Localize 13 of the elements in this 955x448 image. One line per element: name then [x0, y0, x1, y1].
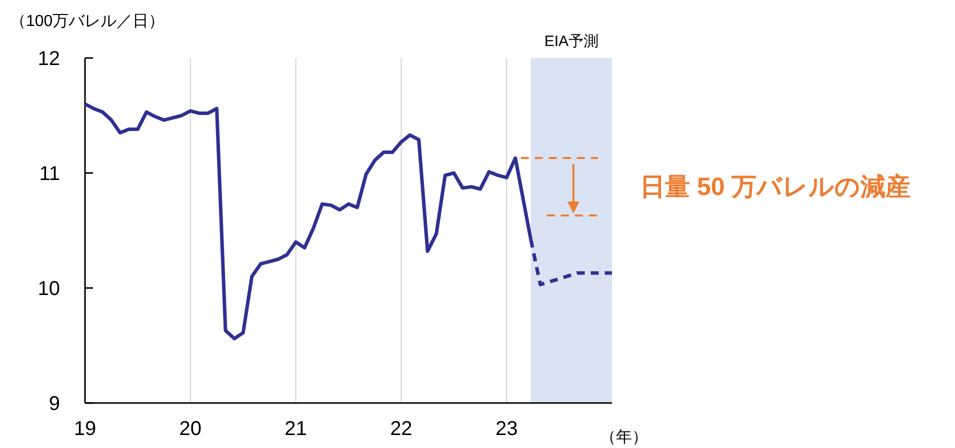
- x-tick-label: 21: [284, 418, 307, 440]
- y-axis-title: （100万バレル／日）: [10, 13, 165, 30]
- x-tick-label: 19: [74, 418, 96, 440]
- x-axis-title: （年）: [600, 429, 648, 446]
- x-tick-label: 22: [390, 418, 412, 440]
- x-tick-label: 20: [179, 418, 202, 440]
- y-tick-label: 12: [38, 48, 60, 70]
- y-tick-label: 9: [48, 393, 60, 415]
- y-tick-label: 10: [38, 278, 60, 300]
- band-label: EIA予測: [544, 33, 599, 50]
- y-tick-label: 11: [39, 163, 60, 185]
- text: 日量 50 万バレルの減産: [640, 172, 911, 201]
- x-tick-label: 23: [495, 418, 518, 440]
